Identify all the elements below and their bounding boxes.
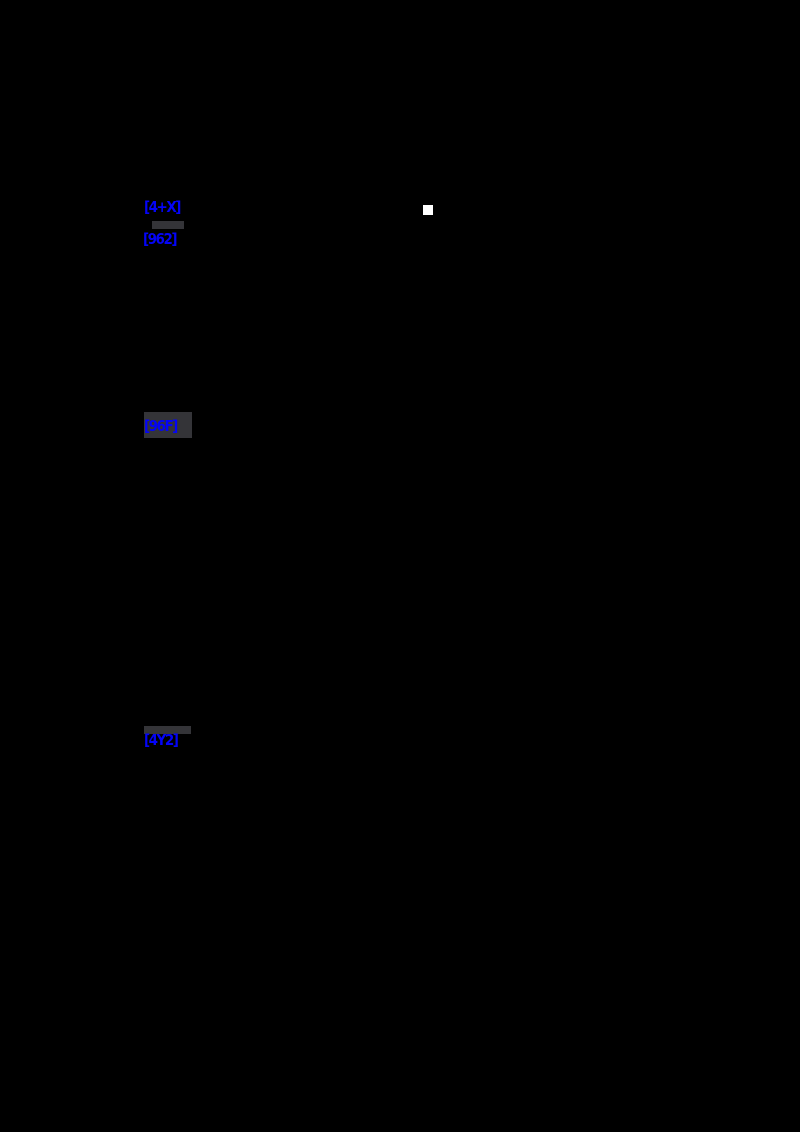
link-highlight-4 <box>144 726 191 734</box>
citation-link-2[interactable]: [962] <box>143 232 178 247</box>
link-highlight-3 <box>144 412 192 438</box>
citation-link-1[interactable]: [4+X] <box>144 200 181 215</box>
white-square-marker <box>423 205 433 215</box>
link-highlight-2 <box>152 221 184 229</box>
citation-link-3[interactable]: [96F] <box>144 419 178 434</box>
citation-link-4[interactable]: [4Y2] <box>144 733 179 748</box>
